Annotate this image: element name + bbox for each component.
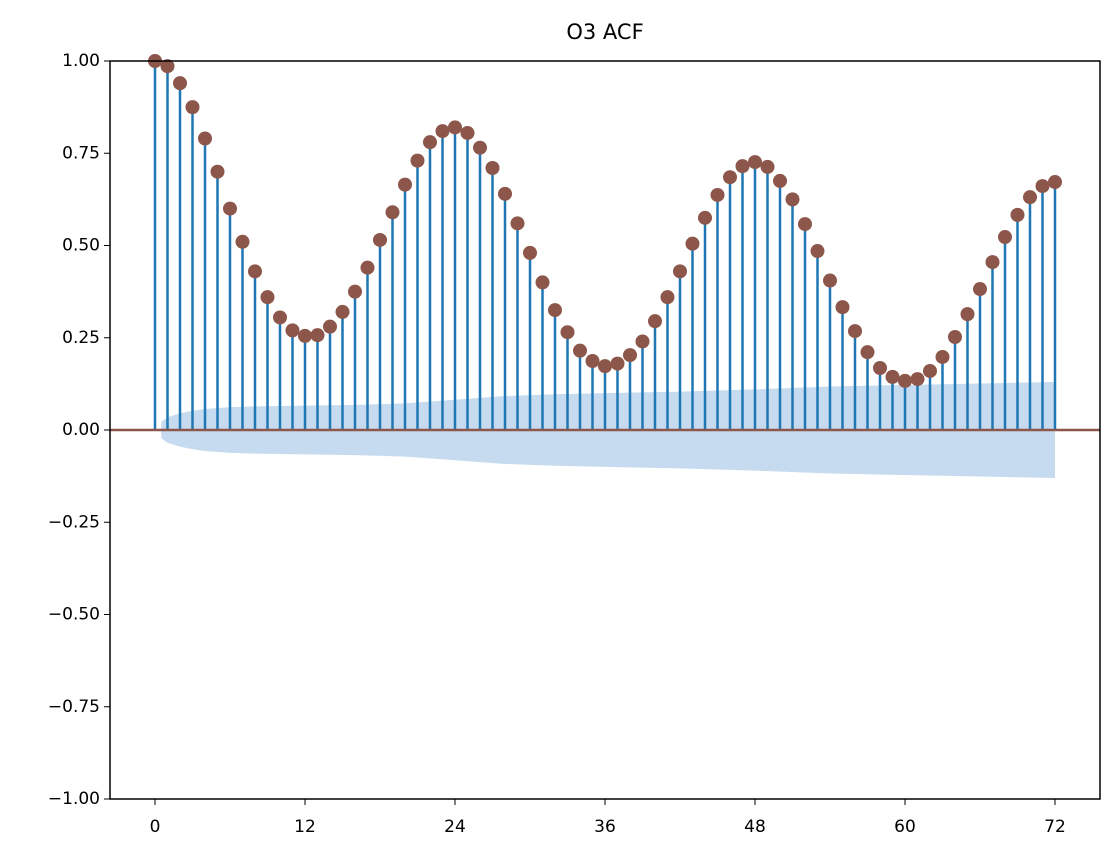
marker xyxy=(573,343,587,358)
x-tick-label: 24 xyxy=(444,817,466,837)
y-tick-label: −0.50 xyxy=(48,605,100,625)
marker xyxy=(298,328,312,343)
marker xyxy=(973,282,987,297)
marker xyxy=(423,135,437,150)
marker xyxy=(635,334,650,349)
x-tick-label: 36 xyxy=(594,817,616,837)
marker xyxy=(848,324,862,339)
marker xyxy=(998,230,1012,245)
plot-frame xyxy=(109,60,1101,800)
marker xyxy=(310,328,325,343)
y-tick-label: 0.25 xyxy=(62,328,100,348)
marker xyxy=(173,76,187,91)
marker xyxy=(348,284,362,299)
marker xyxy=(323,319,337,334)
marker xyxy=(835,300,850,315)
marker xyxy=(960,307,975,322)
marker xyxy=(460,125,475,140)
marker xyxy=(860,345,875,360)
chart-title: O3 ACF xyxy=(566,20,643,44)
marker xyxy=(798,217,812,232)
marker xyxy=(598,359,612,374)
marker xyxy=(760,159,775,174)
marker xyxy=(160,59,175,74)
marker xyxy=(485,161,500,176)
marker xyxy=(1010,207,1025,222)
marker xyxy=(185,100,200,115)
marker xyxy=(723,170,737,185)
marker xyxy=(560,325,575,340)
y-tick-label: 0.00 xyxy=(62,420,100,440)
marker xyxy=(710,187,725,202)
marker xyxy=(660,290,675,305)
marker xyxy=(223,201,237,216)
marker xyxy=(198,131,212,146)
marker xyxy=(610,356,625,371)
marker xyxy=(235,234,250,249)
marker xyxy=(385,205,400,220)
marker xyxy=(510,216,525,231)
marker xyxy=(473,140,487,155)
marker xyxy=(935,349,950,364)
marker xyxy=(785,192,800,207)
marker xyxy=(498,186,512,201)
marker xyxy=(1035,179,1050,194)
marker xyxy=(1023,190,1037,205)
x-tick-label: 0 xyxy=(150,817,161,837)
marker xyxy=(335,304,350,319)
marker xyxy=(398,177,412,192)
marker xyxy=(910,372,925,387)
marker xyxy=(748,155,762,170)
marker xyxy=(448,120,462,135)
marker xyxy=(923,363,937,378)
y-tick-label: −0.25 xyxy=(48,512,100,532)
marker xyxy=(523,245,537,260)
marker xyxy=(410,153,425,168)
marker xyxy=(698,210,712,225)
marker xyxy=(373,232,387,247)
x-tick-label: 12 xyxy=(294,817,316,837)
marker xyxy=(260,290,275,305)
x-tick-label: 72 xyxy=(1044,817,1066,837)
marker xyxy=(273,310,287,325)
marker xyxy=(735,159,750,174)
marker xyxy=(985,255,1000,270)
marker xyxy=(673,264,687,279)
marker xyxy=(898,373,912,388)
marker xyxy=(210,164,225,179)
marker xyxy=(773,173,787,188)
x-tick-label: 48 xyxy=(744,817,766,837)
marker xyxy=(535,275,550,290)
marker xyxy=(823,273,837,288)
marker xyxy=(948,330,962,345)
marker xyxy=(648,314,662,329)
marker xyxy=(360,260,375,275)
marker xyxy=(435,124,450,139)
marker xyxy=(810,244,825,259)
marker xyxy=(548,303,562,318)
y-tick-label: −1.00 xyxy=(48,789,100,809)
marker xyxy=(285,323,300,338)
marker xyxy=(685,236,700,251)
marker xyxy=(1048,175,1062,190)
marker xyxy=(623,348,637,363)
marker xyxy=(885,369,900,384)
y-tick-label: 1.00 xyxy=(62,51,100,71)
marker xyxy=(248,264,262,279)
y-tick-label: −0.75 xyxy=(48,697,100,717)
marker xyxy=(873,361,887,376)
y-tick-label: 0.75 xyxy=(62,143,100,163)
marker xyxy=(585,353,600,368)
x-tick-label: 60 xyxy=(894,817,916,837)
y-tick-label: 0.50 xyxy=(62,236,100,256)
